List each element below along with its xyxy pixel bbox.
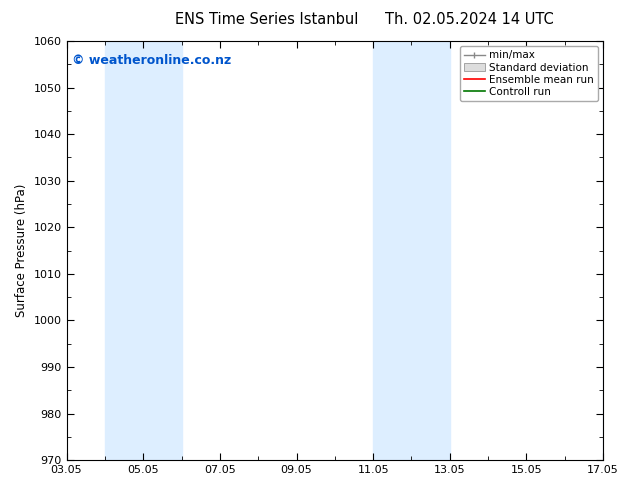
Y-axis label: Surface Pressure (hPa): Surface Pressure (hPa) [15, 184, 28, 318]
Text: ENS Time Series Istanbul: ENS Time Series Istanbul [174, 12, 358, 27]
Legend: min/max, Standard deviation, Ensemble mean run, Controll run: min/max, Standard deviation, Ensemble me… [460, 46, 598, 101]
Bar [603, 41, 634, 460]
Text: © weatheronline.co.nz: © weatheronline.co.nz [72, 53, 231, 67]
Bar [373, 41, 450, 460]
Text: Th. 02.05.2024 14 UTC: Th. 02.05.2024 14 UTC [385, 12, 553, 27]
Bar [105, 41, 181, 460]
